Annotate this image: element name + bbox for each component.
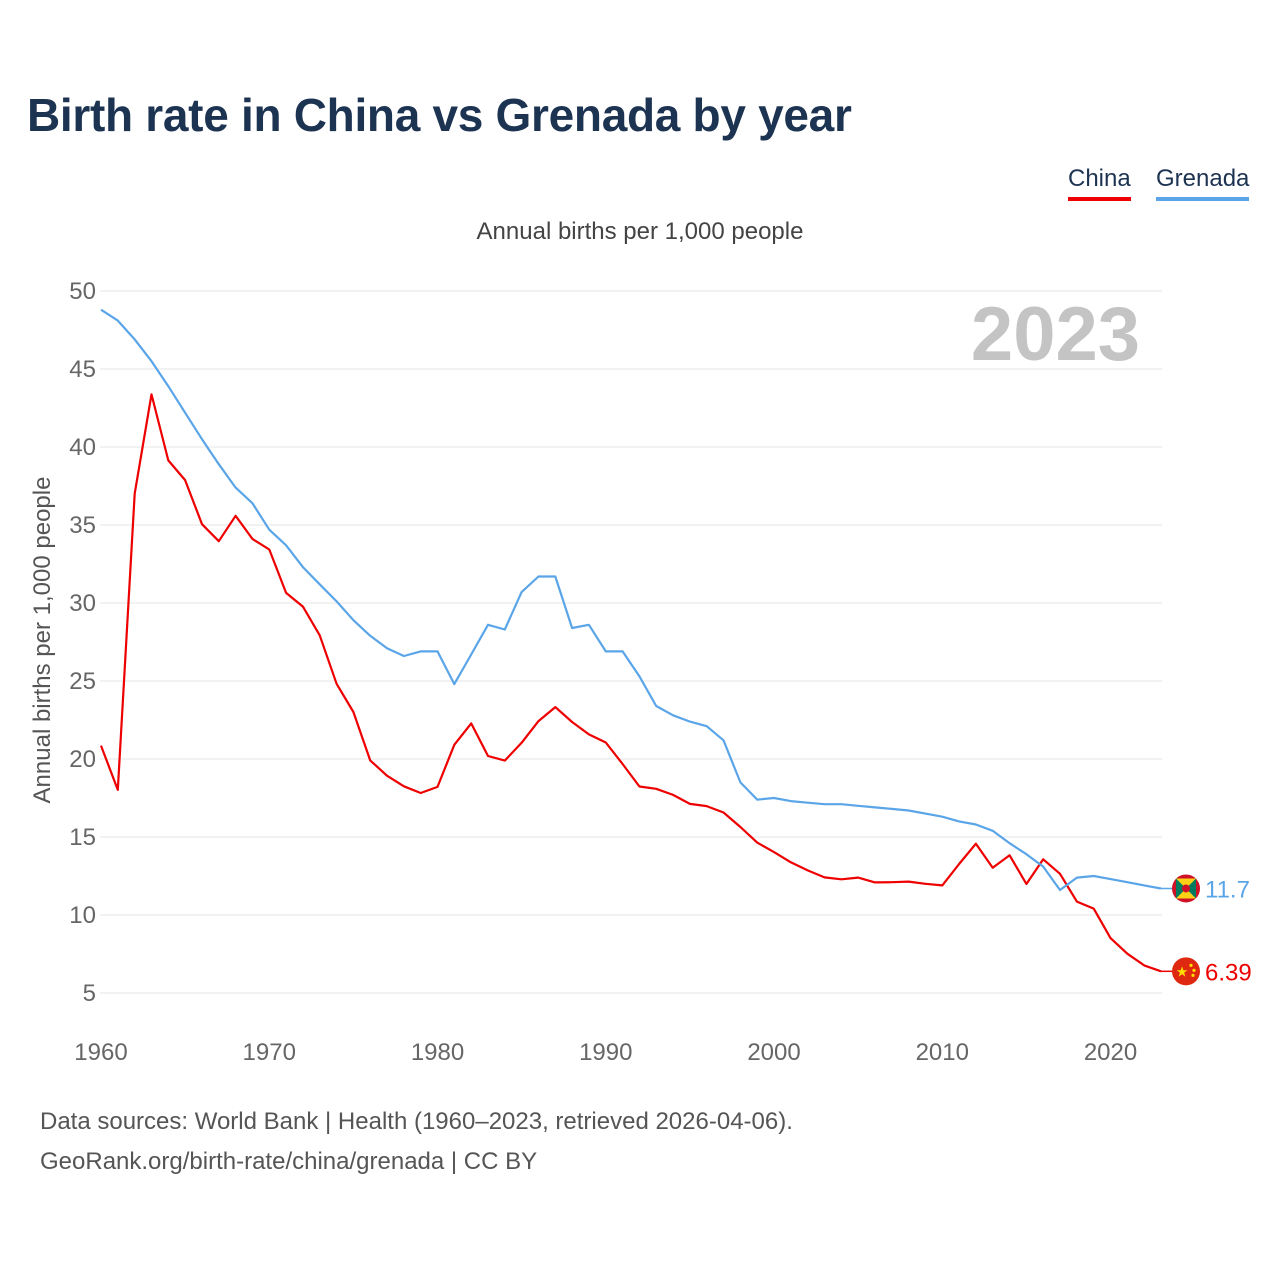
legend-item-grenada[interactable]: Grenada bbox=[1156, 165, 1250, 201]
china-flag-icon: ★ bbox=[1172, 957, 1200, 986]
y-tick-label: 35 bbox=[69, 512, 96, 539]
flag-star: ★ bbox=[1176, 964, 1189, 980]
y-tick-label: 10 bbox=[69, 902, 96, 929]
flag-triangle bbox=[1176, 888, 1196, 899]
year-watermark: 2023 bbox=[971, 292, 1140, 377]
x-tick-label: 2000 bbox=[747, 1039, 800, 1066]
series-lines bbox=[99, 308, 1162, 973]
flag-small-star bbox=[1192, 968, 1196, 972]
site-credit[interactable]: GeoRank.org/birth-rate/china/grenada | C… bbox=[40, 1148, 538, 1175]
flag-center bbox=[1182, 884, 1190, 893]
y-axis-ticks: 5 10 15 20 25 30 35 40 45 50 bbox=[69, 278, 96, 1007]
chart-subtitle: Annual births per 1,000 people bbox=[476, 218, 804, 245]
flag-field bbox=[1172, 957, 1200, 986]
page-title: Birth rate in China vs Grenada by year bbox=[27, 89, 852, 141]
legend-item-china[interactable]: China bbox=[1068, 165, 1131, 201]
flag-small-star bbox=[1191, 973, 1195, 977]
x-tick-label: 1960 bbox=[74, 1039, 127, 1066]
y-tick-label: 15 bbox=[69, 824, 96, 851]
grenada-flag-icon bbox=[1172, 874, 1200, 903]
series-end-markers: ★ 6.39 11.7 bbox=[1161, 874, 1252, 986]
end-value-label-china: 6.39 bbox=[1205, 959, 1252, 986]
gridlines bbox=[100, 290, 1162, 994]
x-tick-label: 2010 bbox=[916, 1039, 969, 1066]
series-line-grenada bbox=[100, 308, 1162, 892]
y-tick-label: 5 bbox=[83, 980, 96, 1007]
y-tick-label: 25 bbox=[69, 668, 96, 695]
flag-small-star bbox=[1189, 963, 1193, 967]
x-tick-label: 2020 bbox=[1084, 1039, 1137, 1066]
data-source-note: Data sources: World Bank | Health (1960–… bbox=[40, 1108, 793, 1135]
y-tick-label: 50 bbox=[69, 278, 96, 305]
x-tick-label: 1980 bbox=[411, 1039, 464, 1066]
flag-triangle bbox=[1176, 878, 1196, 889]
x-tick-label: 1990 bbox=[579, 1039, 632, 1066]
y-tick-label: 30 bbox=[69, 590, 96, 617]
series-line-china bbox=[99, 393, 1162, 973]
y-tick-label: 20 bbox=[69, 746, 96, 773]
y-axis-label: Annual births per 1,000 people bbox=[29, 477, 56, 804]
x-axis-ticks: 1960 1970 1980 1990 2000 2010 2020 bbox=[74, 1039, 1137, 1066]
end-value-label-grenada: 11.7 bbox=[1205, 876, 1250, 903]
x-tick-label: 1970 bbox=[243, 1039, 296, 1066]
y-tick-label: 45 bbox=[69, 356, 96, 383]
y-tick-label: 40 bbox=[69, 434, 96, 461]
